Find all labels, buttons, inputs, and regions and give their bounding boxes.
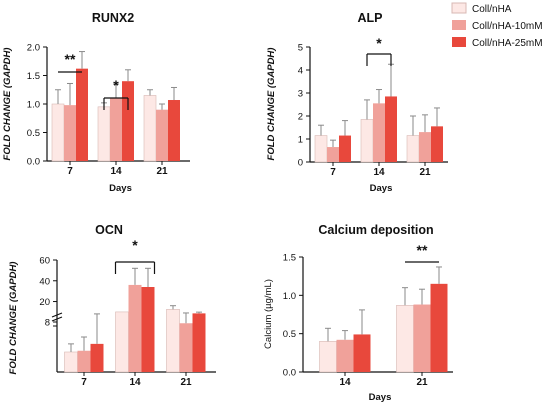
y-axis-label: FOLD CHANGE (GAPDH) [2, 48, 13, 161]
y-tick-label: 2.0 [27, 43, 40, 54]
x-tick-label: 21 [419, 167, 431, 178]
y-tick-label: 2 [298, 112, 303, 123]
bar [353, 334, 371, 372]
y-tick-label: 3 [298, 89, 303, 100]
bar [339, 135, 351, 162]
x-tick-label: 7 [67, 166, 73, 177]
bar [327, 147, 339, 162]
axis-break-mark [51, 312, 63, 318]
y-tick-label: 8 [45, 318, 50, 329]
bar [76, 68, 88, 161]
bar [430, 283, 448, 372]
x-tick-label: 7 [81, 377, 87, 388]
x-tick-label: 14 [110, 166, 122, 177]
bar [168, 100, 180, 161]
bar [413, 304, 431, 372]
bar [431, 126, 443, 162]
y-axis-label: Calcium (µg/mL) [263, 279, 274, 349]
bar [64, 105, 76, 161]
x-tick-label: 7 [330, 167, 336, 178]
bar [128, 284, 142, 372]
chart-title: RUNX2 [92, 11, 134, 25]
chart-title: ALP [358, 11, 383, 25]
bar [110, 98, 122, 161]
y-tick-label: 1.5 [27, 71, 40, 82]
y-tick-label: 4 [298, 66, 303, 77]
bar [179, 323, 193, 372]
chart-title: Calcium deposition [318, 223, 433, 237]
bar [336, 339, 354, 372]
significance-marker: ** [417, 242, 428, 258]
bar [192, 313, 206, 372]
y-tick-label: 60 [39, 256, 50, 267]
bar [90, 343, 104, 372]
bar [122, 81, 134, 161]
legend-swatch-coll-nha-25mm [452, 37, 466, 47]
bar [419, 132, 431, 162]
chart-title: OCN [95, 223, 123, 237]
bar [314, 135, 328, 163]
significance-marker: * [376, 35, 382, 51]
y-tick-label: 40 [39, 276, 50, 287]
y-tick-label: 5 [298, 43, 303, 54]
y-tick-label: 20 [39, 297, 50, 308]
chart-3: OCN 60 40 20 8 FOLD CHANGE (GAPDH) 7 14 21 * [8, 223, 216, 388]
x-axis-label: Days [109, 183, 132, 194]
bar [97, 106, 111, 162]
bar [360, 119, 374, 163]
bar [373, 103, 385, 162]
x-tick-label: 21 [156, 166, 168, 177]
bar [406, 135, 420, 163]
bar [319, 341, 337, 373]
y-tick-label: 1.0 [27, 100, 40, 111]
significance-marker: * [113, 77, 119, 93]
bar [77, 350, 91, 372]
legend-label-coll-nha: Coll/nHA [472, 4, 512, 15]
y-tick-label: 1 [298, 135, 303, 146]
bar [141, 287, 155, 372]
bar [396, 304, 414, 373]
y-tick-label: 0.0 [283, 368, 296, 379]
legend: Coll/nHA Coll/nHA-10mM Coll/nHA-25mM [451, 2, 543, 49]
chart-4: Calcium deposition 0.0 0.5 1.0 1.5 Calcium (µ… [263, 223, 453, 403]
legend-swatch-coll-nha [451, 2, 467, 14]
bar [51, 103, 65, 162]
bar [64, 351, 78, 373]
x-axis-label: Days [369, 392, 392, 403]
x-tick-label: 14 [129, 377, 141, 388]
bar [156, 109, 168, 161]
legend-swatch-coll-nha-10mm [452, 20, 466, 30]
legend-label-coll-nha-25mm: Coll/nHA-25mM [472, 38, 543, 49]
x-tick-label: 21 [416, 377, 428, 388]
bar [385, 96, 397, 162]
chart-2: ALP 0 1 2 3 4 5 FOLD CHANGE (GAPDH) 7 14 21 Days * [266, 11, 448, 194]
y-tick-label: 1.0 [283, 291, 296, 302]
axis-break-mark [51, 316, 63, 322]
bar [166, 309, 180, 373]
y-axis-label: FOLD CHANGE (GAPDH) [266, 48, 277, 161]
legend-label-coll-nha-10mm: Coll/nHA-10mM [472, 21, 543, 32]
x-tick-label: 21 [180, 377, 192, 388]
y-tick-label: 0.5 [27, 128, 40, 139]
y-tick-label: 0 [298, 158, 303, 169]
bar [143, 95, 157, 162]
significance-marker: ** [65, 51, 76, 67]
bar [115, 311, 129, 373]
x-tick-label: 14 [373, 167, 385, 178]
chart-1: RUNX2 0.0 0.5 1.0 1.5 2.0 FOLD CHANGE (GAPDH) 7… [2, 11, 190, 194]
x-axis-label: Days [370, 183, 393, 194]
y-axis-label: FOLD CHANGE (GAPDH) [8, 262, 19, 375]
y-tick-label: 1.5 [283, 253, 296, 264]
x-tick-label: 14 [339, 377, 351, 388]
significance-marker: * [132, 237, 138, 253]
y-tick-label: 0.5 [283, 329, 296, 340]
y-tick-label: 0.0 [27, 157, 40, 168]
